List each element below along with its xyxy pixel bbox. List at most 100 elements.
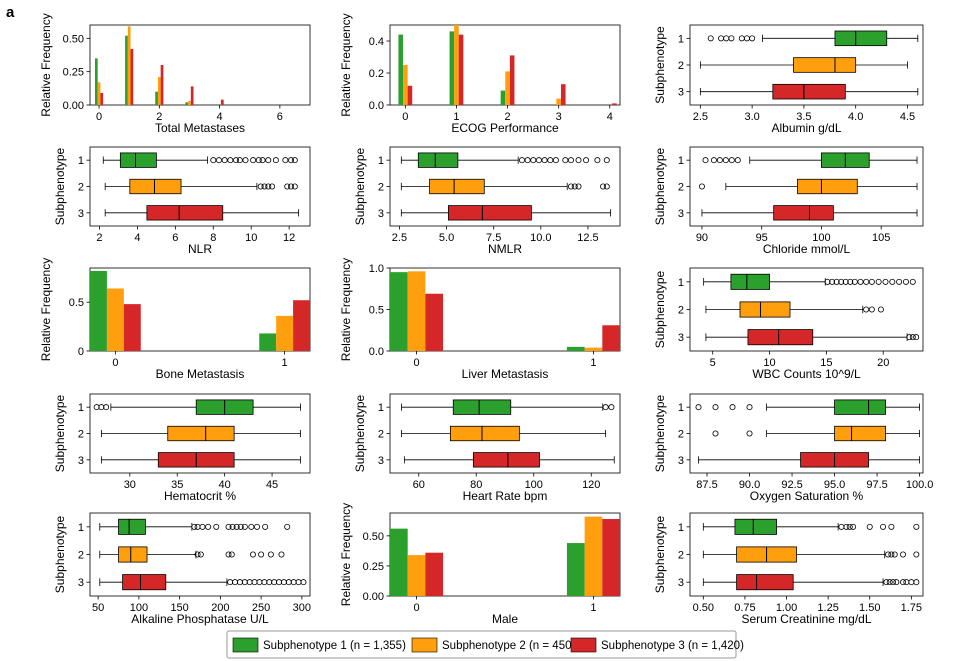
- x-axis-label: Bone Metastasis: [156, 367, 245, 381]
- bar-s3-cat-1: [130, 49, 134, 105]
- outlier-point: [712, 404, 719, 411]
- outlier-point: [843, 523, 850, 530]
- y-tick-label: 3: [678, 455, 684, 467]
- bar-s1-cat-0: [94, 58, 98, 105]
- iqr-box: [730, 273, 770, 290]
- box-group-3: [104, 205, 300, 221]
- outlier-point: [225, 551, 232, 558]
- iqr-box: [472, 452, 540, 468]
- outlier-point: [749, 35, 756, 42]
- outlier-point: [567, 183, 574, 190]
- iqr-box: [452, 399, 512, 415]
- box-group-1: [401, 399, 615, 415]
- x-axis-label: WBC Counts 10^9/L: [752, 367, 861, 381]
- outlier-point: [712, 430, 719, 437]
- outlier-point: [284, 183, 291, 190]
- bar-s3-cat-3: [190, 86, 194, 105]
- legend-entry-3: Subphenotype 3 (n = 1,420): [570, 637, 744, 653]
- x-tick-label: 87.5: [696, 479, 717, 491]
- x-tick-label: 105: [872, 232, 890, 244]
- bar-s1-cat-2: [155, 91, 158, 105]
- x-tick-label: 6: [277, 111, 283, 123]
- legend-swatch: [232, 637, 259, 653]
- x-axis-label: Alkaline Phosphatase U/L: [131, 612, 269, 626]
- outlier-point: [276, 579, 283, 586]
- x-tick-label: 10: [763, 357, 775, 369]
- x-tick-label: 45: [266, 479, 278, 491]
- legend-frame: [226, 630, 737, 659]
- box-group-2: [712, 425, 920, 442]
- bar-s2-cat-3: [556, 98, 561, 105]
- bar-s1-cat-1: [566, 346, 585, 351]
- outlier-point: [205, 523, 212, 530]
- y-tick-label: 2: [78, 429, 84, 441]
- x-axis-label: Male: [492, 612, 518, 626]
- outlier-point: [194, 523, 201, 530]
- x-tick-label: 250: [252, 602, 270, 614]
- y-tick-label: 1: [678, 522, 684, 534]
- y-tick-label: 3: [78, 208, 84, 220]
- outlier-point: [575, 157, 582, 164]
- x-tick-label: 92.5: [781, 479, 802, 491]
- outlier-point: [249, 551, 256, 558]
- bar-s2-cat-1: [584, 516, 603, 596]
- box-group-3: [702, 574, 920, 591]
- y-axis-label: Subphenotype: [53, 394, 67, 472]
- outlier-point: [603, 183, 610, 190]
- outlier-point: [886, 579, 893, 586]
- chart-panel-5: 2.5 5.0 7.5 10.0 12.5 NMLR Subphenotype 1 2 3: [353, 146, 621, 256]
- outlier-point: [722, 157, 729, 164]
- iqr-box: [118, 546, 148, 563]
- box-group-1: [702, 152, 918, 168]
- y-tick-label: 2: [678, 182, 684, 194]
- bar-s3-cat-0: [425, 293, 444, 351]
- outlier-point: [695, 404, 702, 411]
- outlier-point: [552, 157, 559, 164]
- outlier-point: [199, 523, 206, 530]
- y-tick-label: 1: [378, 402, 384, 414]
- y-axis-label: Relative Frequency: [339, 258, 353, 361]
- outlier-point: [913, 551, 920, 558]
- y-tick-label: 3: [78, 577, 84, 589]
- outlier-point: [729, 404, 736, 411]
- bar-s1-cat-1: [259, 333, 277, 351]
- x-tick-label: 100: [812, 232, 830, 244]
- x-tick-label: 2: [156, 111, 162, 123]
- box-group-1: [703, 273, 916, 290]
- outlier-point: [698, 183, 705, 190]
- outlier-point: [710, 157, 717, 164]
- x-axis-label: Oxygen Saturation %: [750, 489, 864, 503]
- chart-panel-7: 0 1 Bone Metastasis 0 0.5 Relative Frequency: [39, 258, 311, 381]
- outlier-point: [194, 551, 201, 558]
- bar-s2-cat-1: [127, 26, 131, 105]
- y-tick-label: 1: [378, 155, 384, 167]
- y-tick-label: 0.4: [369, 36, 384, 48]
- box-group-2: [699, 57, 908, 73]
- x-tick-label: 1.50: [859, 602, 880, 614]
- outlier-point: [902, 278, 909, 285]
- outlier-point: [246, 579, 253, 586]
- x-tick-label: 200: [211, 602, 229, 614]
- x-tick-label: 90: [696, 232, 708, 244]
- x-tick-label: 5: [710, 357, 716, 369]
- x-tick-label: 4: [607, 111, 613, 123]
- y-tick-label: 2: [678, 429, 684, 441]
- x-tick-label: 50: [92, 602, 104, 614]
- chart-panel-9: 5 10 15 20 WBC Counts 10^9/L Subphenotype 1 2 3: [653, 267, 924, 381]
- x-tick-label: 20: [877, 357, 889, 369]
- bar-s2-cat-1: [584, 347, 603, 351]
- outlier-point: [583, 157, 590, 164]
- x-axis-label: Liver Metastasis: [462, 367, 549, 381]
- outlier-point: [838, 278, 845, 285]
- panel-label: a: [6, 4, 15, 21]
- box-group-3: [698, 452, 920, 468]
- y-tick-label: 0.0: [369, 346, 384, 358]
- outlier-point: [288, 183, 295, 190]
- box-group-2: [99, 546, 285, 563]
- outlier-point: [716, 157, 723, 164]
- x-tick-label: 3.5: [796, 111, 811, 123]
- x-tick-label: 0: [413, 602, 419, 614]
- bar-s1-cat-0: [390, 528, 408, 596]
- outlier-point: [857, 278, 864, 285]
- x-tick-label: 3: [556, 111, 562, 123]
